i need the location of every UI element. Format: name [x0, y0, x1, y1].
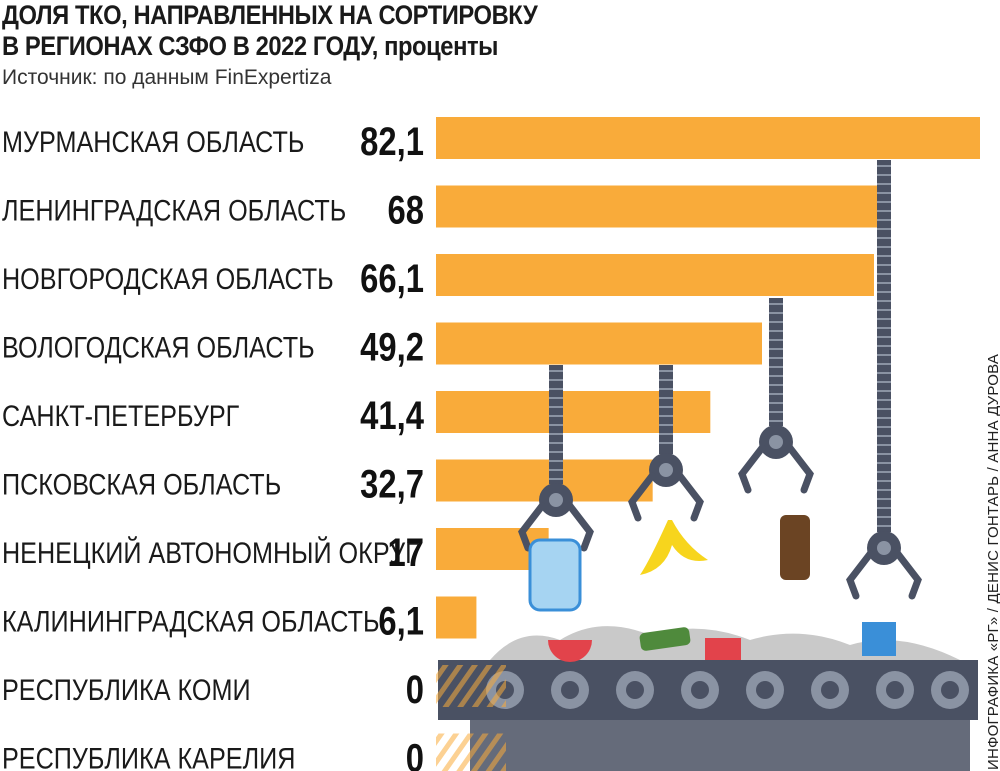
- value-label: 41,4: [360, 393, 424, 438]
- value-label: 17: [388, 530, 424, 575]
- roller-hub: [756, 681, 774, 699]
- bar: [436, 596, 477, 639]
- bar: [436, 185, 887, 228]
- bars-group: [436, 117, 980, 771]
- roller-hub: [561, 681, 579, 699]
- arm-claw-right: [566, 502, 594, 552]
- title-line-2: В РЕГИОНАХ СЗФО В 2022 ГОДУ, проценты: [2, 31, 537, 62]
- roller-hub: [821, 681, 839, 699]
- green-bottle: [639, 627, 691, 651]
- credit-line: ИНФОГРАФИКА «РГ» / ДЕНИС ГОНТАРЬ / АННА …: [985, 353, 1000, 770]
- bar: [436, 254, 874, 296]
- watermelon-slice: [548, 640, 592, 662]
- source-note: Источник: по данным FinExpertiza: [2, 66, 332, 89]
- roller-hub: [941, 681, 959, 699]
- value-label: 0: [406, 735, 424, 771]
- value-label: 68: [388, 187, 424, 232]
- arm-hub-center: [659, 463, 673, 477]
- title-unit: проценты: [384, 31, 499, 61]
- blue-package: [862, 622, 896, 656]
- roller-hub: [886, 681, 904, 699]
- arm-chain: [659, 365, 673, 454]
- arm-claw-left: [518, 502, 546, 552]
- red-can: [705, 638, 741, 660]
- robot-arms: [518, 160, 922, 612]
- value-label: 0: [406, 667, 424, 712]
- banana-peel: [640, 520, 708, 575]
- title-line-2-text: В РЕГИОНАХ СЗФО В 2022 ГОДУ,: [2, 31, 378, 61]
- chart-title: ДОЛЯ ТКО, НАПРАВЛЕННЫХ НА СОРТИРОВКУ В Р…: [2, 0, 538, 62]
- labels-group: МУРМАНСКАЯ ОБЛАСТЬ 82,1 ЛЕНИНГРАДСКАЯ ОБЛА…: [2, 119, 425, 771]
- value-label: 49,2: [360, 324, 424, 369]
- roller-hub: [691, 681, 709, 699]
- value-label: 66,1: [360, 256, 424, 301]
- sorting-machine-illustration: [438, 622, 978, 771]
- value-label: 6,1: [378, 598, 424, 643]
- arm-hub-center: [769, 435, 783, 449]
- conveyor-base: [470, 720, 970, 771]
- bar-zero: [436, 733, 506, 771]
- brown-bottle: [780, 515, 810, 580]
- value-label: 82,1: [360, 119, 424, 164]
- bar: [436, 322, 763, 365]
- bar: [436, 117, 980, 159]
- category-label: НОВГОРОДСКАЯ ОБЛАСТЬ: [2, 262, 334, 296]
- arm-claw-right: [786, 444, 814, 494]
- value-label: 32,7: [360, 461, 424, 506]
- category-label: ВОЛОГОДСКАЯ ОБЛАСТЬ: [2, 330, 315, 364]
- category-label: ЛЕНИНГРАДСКАЯ ОБЛАСТЬ: [2, 193, 346, 227]
- category-label: МУРМАНСКАЯ ОБЛАСТЬ: [2, 125, 304, 159]
- bar-zero: [436, 665, 506, 707]
- category-label: САНКТ-ПЕТЕРБУРГ: [2, 399, 239, 433]
- water-jug: [528, 538, 582, 612]
- arm-hub-center: [877, 541, 891, 555]
- arm-claw-left: [628, 472, 656, 522]
- roller-hub: [626, 681, 644, 699]
- arm-claw-right: [894, 550, 922, 600]
- arm-claw-left: [738, 444, 766, 494]
- category-label: КАЛИНИНГРАДСКАЯ ОБЛАСТЬ: [2, 604, 380, 638]
- category-label: ПСКОВСКАЯ ОБЛАСТЬ: [2, 467, 281, 501]
- category-label: РЕСПУБЛИКА КОМИ: [2, 673, 251, 707]
- arm-claw-right: [676, 472, 704, 522]
- arm-chain: [769, 298, 783, 426]
- arm-claw-left: [846, 550, 874, 600]
- arm-hub-center: [549, 493, 563, 507]
- category-label: РЕСПУБЛИКА КАРЕЛИЯ: [2, 741, 295, 771]
- category-label: НЕНЕЦКИЙ АВТОНОМНЫЙ ОКРУГ: [2, 536, 419, 570]
- title-line-1: ДОЛЯ ТКО, НАПРАВЛЕННЫХ НА СОРТИРОВКУ: [2, 0, 538, 30]
